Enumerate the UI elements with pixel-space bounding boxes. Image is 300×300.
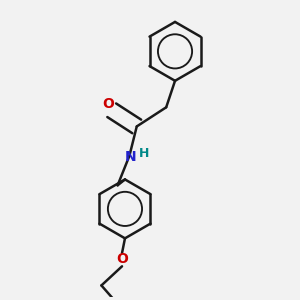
Text: N: N xyxy=(124,150,136,164)
Text: H: H xyxy=(139,147,149,160)
Text: O: O xyxy=(116,252,128,266)
Text: O: O xyxy=(102,97,114,111)
